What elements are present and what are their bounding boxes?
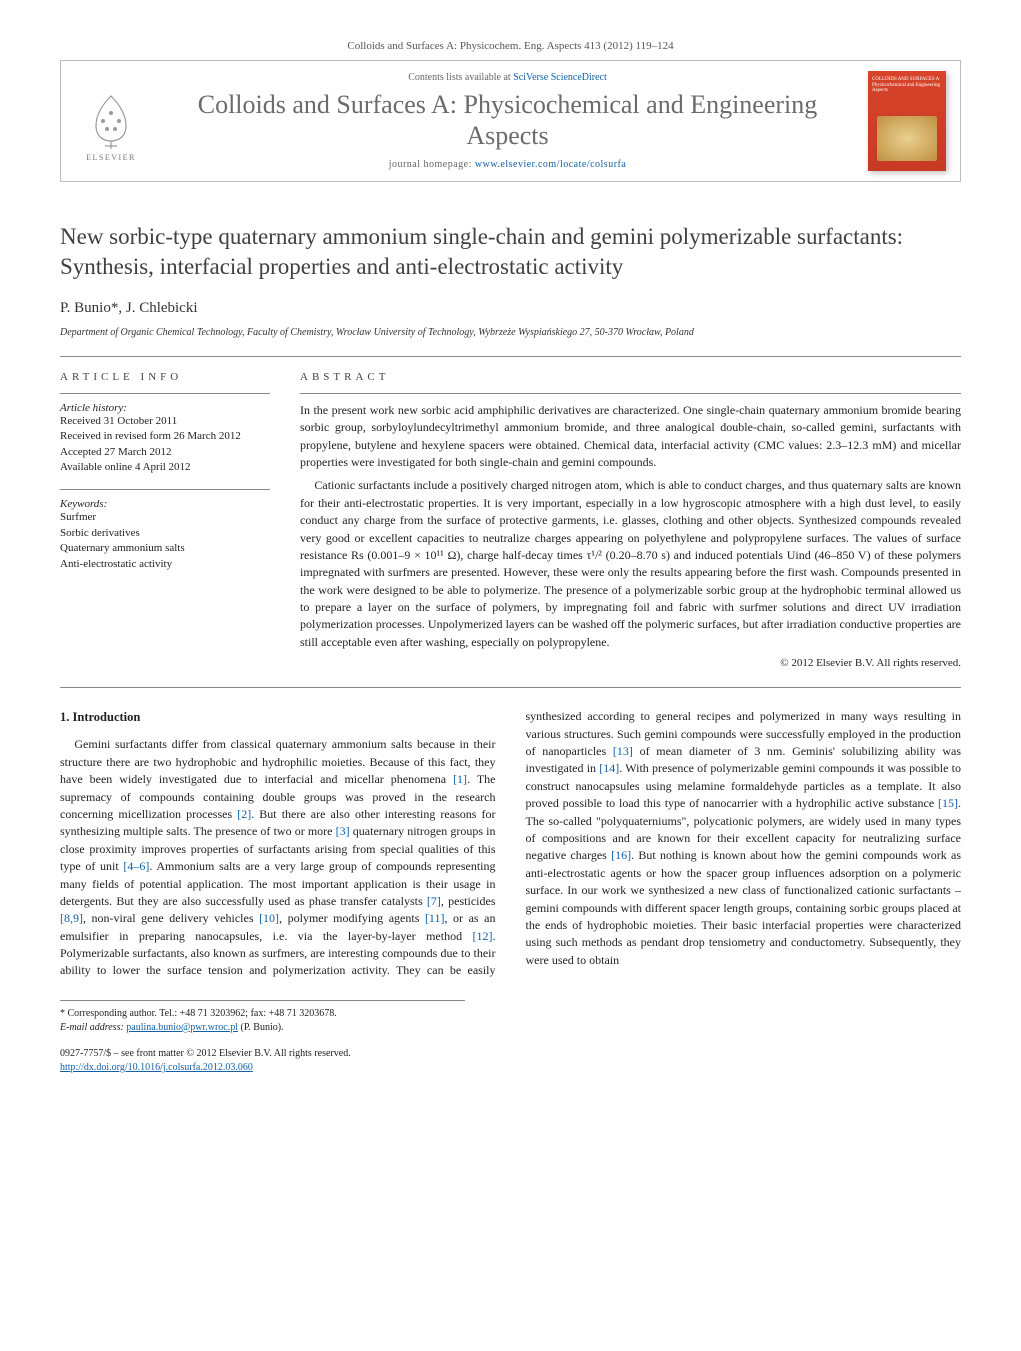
history-received: Received 31 October 2011 — [60, 414, 270, 429]
footnotes: * Corresponding author. Tel.: +48 71 320… — [60, 1000, 465, 1035]
keyword: Surfmer — [60, 510, 270, 525]
doi-link[interactable]: http://dx.doi.org/10.1016/j.colsurfa.201… — [60, 1062, 253, 1073]
contents-prefix: Contents lists available at — [408, 72, 513, 83]
email-label: E-mail address: — [60, 1022, 126, 1033]
history-revised: Received in revised form 26 March 2012 — [60, 429, 270, 444]
publisher-logo: ELSEVIER — [75, 80, 147, 162]
corresponding-author: * Corresponding author. Tel.: +48 71 320… — [60, 1007, 465, 1021]
sciencedirect-link[interactable]: SciVerse ScienceDirect — [513, 72, 607, 83]
keyword: Quaternary ammonium salts — [60, 541, 270, 556]
cover-thumb-image — [877, 116, 936, 161]
reference-citation[interactable]: [15] — [938, 796, 958, 810]
reference-citation[interactable]: [16] — [611, 848, 631, 862]
journal-homepage-line: journal homepage: www.elsevier.com/locat… — [161, 159, 854, 170]
keywords-label: Keywords: — [60, 498, 270, 510]
reference-citation[interactable]: [10] — [259, 911, 279, 925]
article-body: 1. Introduction Gemini surfactants diffe… — [60, 708, 961, 980]
email-line: E-mail address: paulina.bunio@pwr.wroc.p… — [60, 1021, 465, 1035]
article-info-heading: ARTICLE INFO — [60, 371, 270, 383]
journal-homepage-link[interactable]: www.elsevier.com/locate/colsurfa — [475, 159, 626, 170]
keyword: Sorbic derivatives — [60, 526, 270, 541]
affiliation: Department of Organic Chemical Technolog… — [60, 327, 961, 338]
cover-thumb-title: COLLOIDS AND SURFACES A Physicochemical … — [872, 77, 942, 94]
history-accepted: Accepted 27 March 2012 — [60, 445, 270, 460]
history-online: Available online 4 April 2012 — [60, 460, 270, 475]
keywords-block: Keywords: Surfmer Sorbic derivatives Qua… — [60, 489, 270, 572]
journal-header: ELSEVIER Contents lists available at Sci… — [60, 60, 961, 182]
issn-line: 0927-7757/$ – see front matter © 2012 El… — [60, 1047, 961, 1061]
abstract-paragraph: In the present work new sorbic acid amph… — [300, 402, 961, 472]
publisher-name: ELSEVIER — [86, 153, 136, 162]
authors: P. Bunio*, J. Chlebicki — [60, 300, 961, 317]
article-history-block: Article history: Received 31 October 201… — [60, 393, 270, 476]
keyword: Anti-electrostatic activity — [60, 557, 270, 572]
journal-title: Colloids and Surfaces A: Physicochemical… — [161, 89, 854, 151]
reference-citation[interactable]: [1] — [453, 772, 467, 786]
reference-citation[interactable]: [11] — [425, 911, 445, 925]
reference-citation[interactable]: [8,9] — [60, 911, 83, 925]
abstract-copyright: © 2012 Elsevier B.V. All rights reserved… — [300, 657, 961, 669]
corresponding-email-link[interactable]: paulina.bunio@pwr.wroc.pl — [126, 1022, 238, 1033]
abstract-heading: ABSTRACT — [300, 371, 961, 383]
reference-citation[interactable]: [13] — [613, 744, 633, 758]
journal-citation: Colloids and Surfaces A: Physicochem. En… — [60, 40, 961, 52]
reference-citation[interactable]: [14] — [599, 761, 619, 775]
article-title: New sorbic-type quaternary ammonium sing… — [60, 222, 961, 282]
homepage-prefix: journal homepage: — [389, 159, 475, 170]
divider — [60, 687, 961, 688]
abstract-body: In the present work new sorbic acid amph… — [300, 394, 961, 651]
email-suffix: (P. Bunio). — [238, 1022, 284, 1033]
reference-citation[interactable]: [4–6] — [123, 859, 149, 873]
elsevier-tree-icon — [81, 91, 141, 151]
reference-citation[interactable]: [12] — [473, 929, 493, 943]
abstract-paragraph: Cationic surfactants include a positivel… — [300, 477, 961, 651]
history-label: Article history: — [60, 402, 270, 414]
contents-available-line: Contents lists available at SciVerse Sci… — [161, 72, 854, 83]
section-heading-intro: 1. Introduction — [60, 708, 496, 726]
reference-citation[interactable]: [3] — [336, 824, 350, 838]
body-paragraph: Gemini surfactants differ from classical… — [60, 708, 961, 980]
journal-cover-thumbnail: COLLOIDS AND SURFACES A Physicochemical … — [868, 71, 946, 171]
divider — [60, 356, 961, 357]
page-footer: 0927-7757/$ – see front matter © 2012 El… — [60, 1047, 961, 1075]
reference-citation[interactable]: [7] — [427, 894, 441, 908]
reference-citation[interactable]: [2] — [237, 807, 251, 821]
